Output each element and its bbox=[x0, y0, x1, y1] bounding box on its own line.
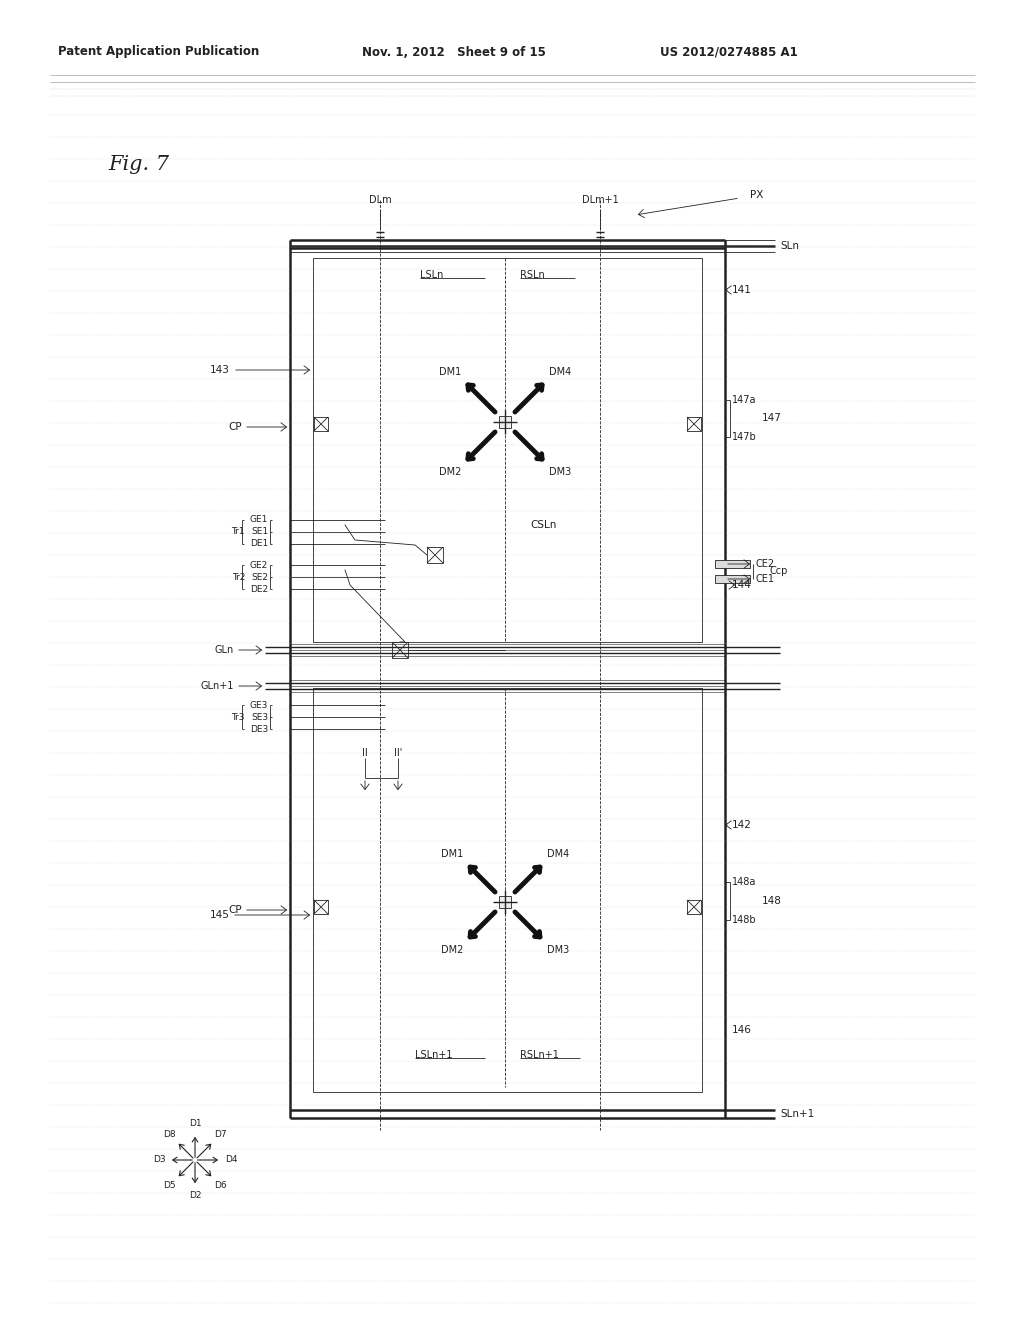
Text: DM2: DM2 bbox=[439, 467, 461, 477]
Bar bbox=[499, 416, 511, 428]
Text: DM1: DM1 bbox=[441, 849, 464, 859]
Text: DE1: DE1 bbox=[250, 540, 268, 549]
Text: Patent Application Publication: Patent Application Publication bbox=[58, 45, 259, 58]
Text: DM4: DM4 bbox=[547, 849, 569, 859]
Text: LSLn+1: LSLn+1 bbox=[415, 1049, 453, 1060]
Text: SLn: SLn bbox=[780, 242, 799, 251]
Bar bbox=[314, 417, 328, 432]
Text: DM3: DM3 bbox=[549, 467, 571, 477]
Text: 144: 144 bbox=[732, 579, 752, 590]
Text: SLn+1: SLn+1 bbox=[780, 1109, 814, 1119]
Bar bbox=[314, 900, 328, 913]
Text: D6: D6 bbox=[214, 1181, 226, 1189]
Text: RSLn+1: RSLn+1 bbox=[520, 1049, 559, 1060]
Text: D1: D1 bbox=[188, 1119, 202, 1129]
Text: Tr2: Tr2 bbox=[231, 573, 245, 582]
Bar bbox=[392, 642, 408, 657]
Text: D4: D4 bbox=[224, 1155, 238, 1164]
Text: 148a: 148a bbox=[732, 876, 757, 887]
Text: GLn+1: GLn+1 bbox=[201, 681, 234, 690]
Text: 146: 146 bbox=[732, 1026, 752, 1035]
Text: DE2: DE2 bbox=[250, 585, 268, 594]
Text: II: II bbox=[362, 748, 368, 758]
Text: II': II' bbox=[394, 748, 402, 758]
Text: D8: D8 bbox=[163, 1130, 176, 1139]
Text: Nov. 1, 2012   Sheet 9 of 15: Nov. 1, 2012 Sheet 9 of 15 bbox=[362, 45, 546, 58]
Bar bbox=[687, 900, 701, 913]
Bar bbox=[427, 546, 443, 564]
Text: DM4: DM4 bbox=[549, 367, 571, 378]
Bar bbox=[499, 896, 511, 908]
Text: CP: CP bbox=[228, 422, 242, 432]
Text: 147: 147 bbox=[762, 413, 782, 422]
Text: D2: D2 bbox=[188, 1192, 202, 1200]
Text: US 2012/0274885 A1: US 2012/0274885 A1 bbox=[660, 45, 798, 58]
Text: GLn: GLn bbox=[215, 645, 234, 655]
Text: GE1: GE1 bbox=[250, 516, 268, 524]
Bar bbox=[715, 576, 750, 583]
Bar bbox=[313, 688, 702, 1092]
Text: CP: CP bbox=[228, 906, 242, 915]
Text: D3: D3 bbox=[153, 1155, 165, 1164]
Text: RSLn: RSLn bbox=[520, 271, 545, 280]
Text: Tr1: Tr1 bbox=[231, 528, 245, 536]
Text: 145: 145 bbox=[210, 909, 230, 920]
Text: 148: 148 bbox=[762, 896, 782, 906]
Bar bbox=[715, 560, 750, 568]
Text: Ccp: Ccp bbox=[770, 566, 788, 576]
Text: SE2: SE2 bbox=[251, 573, 268, 582]
Bar bbox=[687, 417, 701, 432]
Text: DM1: DM1 bbox=[439, 367, 461, 378]
Text: Tr3: Tr3 bbox=[231, 713, 245, 722]
Text: SE3: SE3 bbox=[251, 713, 268, 722]
Text: CE1: CE1 bbox=[755, 574, 774, 583]
Text: GE3: GE3 bbox=[250, 701, 268, 710]
Text: 143: 143 bbox=[210, 366, 230, 375]
Text: 148b: 148b bbox=[732, 915, 757, 925]
Text: DLm+1: DLm+1 bbox=[582, 195, 618, 205]
Bar bbox=[313, 257, 702, 642]
Text: DLm: DLm bbox=[369, 195, 391, 205]
Text: D5: D5 bbox=[163, 1181, 176, 1189]
Text: DM2: DM2 bbox=[441, 945, 464, 954]
Text: 147b: 147b bbox=[732, 432, 757, 442]
Text: GE2: GE2 bbox=[250, 561, 268, 569]
Text: SE1: SE1 bbox=[251, 528, 268, 536]
Text: LSLn: LSLn bbox=[420, 271, 443, 280]
Text: 141: 141 bbox=[732, 285, 752, 294]
Text: DM3: DM3 bbox=[547, 945, 569, 954]
Text: D7: D7 bbox=[214, 1130, 226, 1139]
Text: Fig. 7: Fig. 7 bbox=[108, 156, 169, 174]
Text: CE2: CE2 bbox=[755, 558, 774, 569]
Text: CSLn: CSLn bbox=[530, 520, 556, 531]
Text: 142: 142 bbox=[732, 820, 752, 830]
Text: DE3: DE3 bbox=[250, 725, 268, 734]
Text: PX: PX bbox=[750, 190, 763, 201]
Text: 147a: 147a bbox=[732, 395, 757, 405]
